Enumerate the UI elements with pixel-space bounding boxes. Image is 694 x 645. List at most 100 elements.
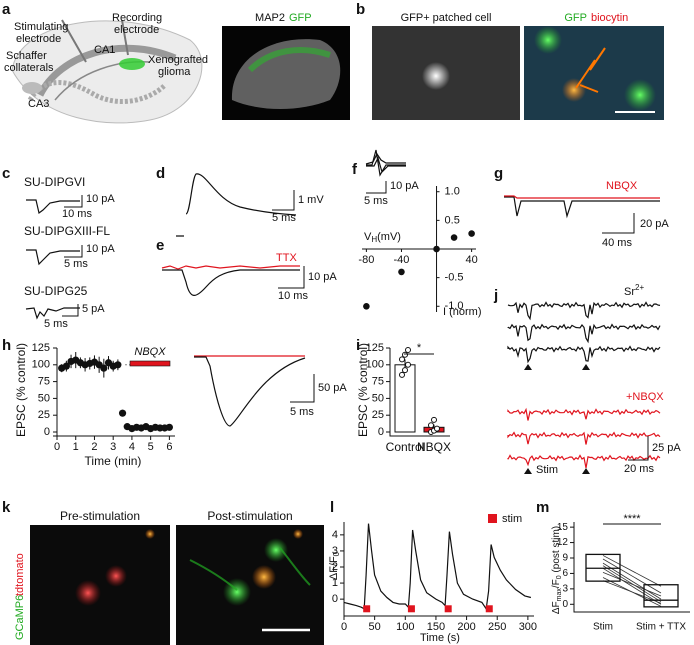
label-part: (post stim): [551, 526, 562, 575]
y-tick-label: 0: [378, 426, 384, 438]
pair-line: [602, 558, 662, 594]
significance: *: [417, 342, 422, 354]
scale-label: 20 ms: [624, 463, 654, 475]
pair-line: [602, 580, 662, 604]
x-tick-label: 250: [488, 621, 506, 633]
y-tick-label: 100: [366, 359, 384, 371]
cell: [422, 62, 450, 90]
cell: [293, 529, 303, 539]
cell: [264, 538, 288, 562]
y-tick-label: 0: [332, 593, 338, 605]
axis-label-part: V: [364, 231, 372, 243]
label-part: 0: [332, 551, 341, 556]
label-part: ΔF/F: [328, 556, 340, 580]
label: CA1: [94, 44, 115, 56]
scale-label: 1 mV: [298, 194, 324, 206]
scale-label: 10 pA: [390, 180, 419, 192]
scale-bar: [272, 190, 295, 211]
y-tick-label: 12: [557, 537, 569, 548]
scale-bar: [278, 266, 305, 289]
category-label: NBQX: [417, 440, 451, 454]
scale-bar: [628, 436, 649, 461]
drug-label: TTX: [276, 252, 297, 264]
legend-label: stim: [502, 513, 522, 525]
pair-line: [602, 565, 662, 603]
process: [575, 47, 606, 93]
x-tick-label: 40: [465, 254, 477, 266]
significance: ****: [623, 513, 641, 525]
scale-label: 10 pA: [86, 243, 115, 255]
scale-label: 10 ms: [278, 290, 308, 302]
stain-label: GFP: [564, 12, 587, 24]
x-tick-label: 0: [54, 441, 60, 453]
axis-label: EPSC (% control): [356, 343, 370, 437]
y-tick-label: 0: [562, 599, 568, 610]
y-tick-label: -1.0: [445, 300, 464, 312]
box: [643, 584, 679, 608]
panel-label: b: [356, 1, 365, 18]
y-tick-label: 1.0: [445, 186, 460, 198]
point: [165, 423, 173, 431]
label-part: /F: [551, 579, 562, 588]
trace: [507, 323, 661, 344]
label-part: Sr: [624, 286, 635, 298]
line-name: SU-DIPGXIII-FL: [24, 224, 110, 238]
label-part: 0: [556, 575, 563, 579]
point: [405, 361, 411, 368]
label-part: max: [556, 588, 563, 602]
trace: [162, 269, 300, 296]
traces: [507, 301, 661, 469]
scale-label: 50 pA: [318, 382, 347, 394]
x-tick-label: 50: [369, 621, 381, 633]
micrograph: [176, 525, 324, 645]
stain-label: MAP2: [255, 12, 285, 24]
label: collaterals: [4, 62, 54, 74]
scale-label: 5 pA: [82, 303, 105, 315]
scale-label: 5 ms: [290, 406, 314, 418]
panel-label: g: [494, 165, 503, 182]
panel-label: j: [493, 287, 498, 304]
axis-label-part: (mV): [377, 231, 401, 243]
iv-plot: -80 -40 40 1.0 0.5 -0.5 -1.0: [358, 186, 477, 313]
axes: [389, 348, 450, 437]
scale-label: 25 pA: [652, 442, 681, 454]
line-name: SU-DIPGVI: [24, 175, 85, 189]
cell: [145, 529, 155, 539]
label: CA3: [28, 98, 49, 110]
drug-label: NBQX: [134, 346, 166, 358]
label: electrode: [114, 24, 159, 36]
axes: [343, 522, 534, 617]
stain-label: tdtomato: [14, 553, 26, 596]
scale-label: 5 ms: [44, 318, 68, 330]
y-tick-label: 0.5: [445, 214, 460, 226]
cell: [624, 79, 656, 111]
panel-label: c: [2, 165, 10, 182]
trace: [507, 345, 661, 364]
point: [399, 356, 405, 363]
axis-label: ΔF/F0: [328, 551, 341, 580]
axis-label: Time (min): [85, 454, 142, 468]
stim-label: Stim: [536, 464, 558, 476]
y-tick-label: 0: [44, 426, 50, 438]
pair-line: [602, 572, 662, 597]
point: [433, 245, 440, 253]
label: Xenografted: [148, 54, 208, 66]
label-part: ΔF: [551, 601, 562, 614]
stim-marker: [485, 605, 493, 613]
axis-label-part: H: [371, 235, 377, 244]
trace: [176, 173, 297, 237]
label: Schaffer: [6, 50, 47, 62]
point: [431, 416, 437, 423]
cell: [252, 565, 276, 589]
point: [434, 425, 440, 432]
x-tick-label: -40: [394, 254, 410, 266]
stain-label: GCaMP6: [14, 595, 26, 640]
point: [118, 409, 127, 417]
box-plot: 0 3 6 9 12 15 Stim Stim + TTX: [557, 522, 690, 633]
panel-labels: a b c d e f g h i j k l m: [2, 1, 549, 516]
axis-label: I (norm): [443, 306, 482, 318]
category-label: Control: [386, 440, 425, 454]
stain-label: GFP: [289, 12, 312, 24]
axis-label: Time (s): [420, 632, 460, 644]
scale-label: 10 ms: [62, 208, 92, 220]
